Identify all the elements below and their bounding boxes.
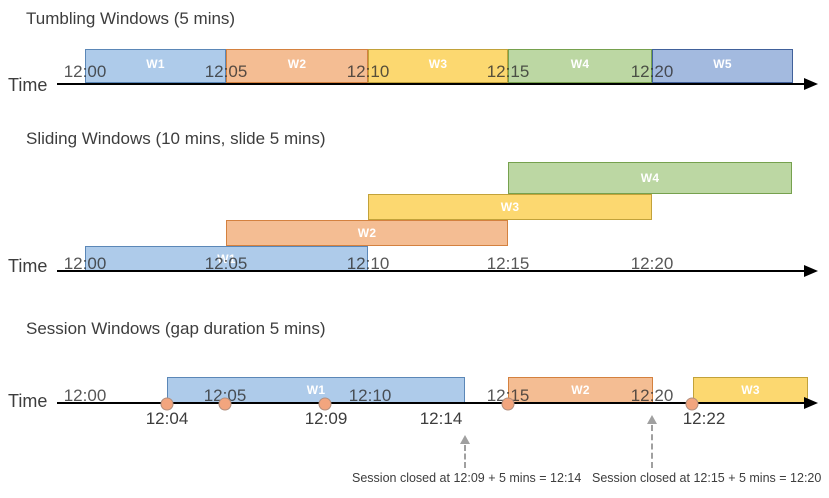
sliding-axis-arrowhead-icon bbox=[804, 265, 818, 277]
session-close-arrow-icon bbox=[647, 415, 657, 424]
tick-label: 12:20 bbox=[630, 386, 674, 405]
sliding-time-axis-label: Time bbox=[8, 256, 48, 276]
tick-label: 12:15 bbox=[486, 254, 530, 273]
tick-label: 12:10 bbox=[346, 254, 390, 273]
session-window-w3: W3 bbox=[693, 377, 808, 403]
window-label: W2 bbox=[571, 383, 590, 397]
event-dot bbox=[218, 397, 232, 411]
tumbling-window-w3: W3 bbox=[368, 49, 508, 83]
session-timeline bbox=[57, 402, 806, 404]
sliding-window-w2: W2 bbox=[226, 220, 508, 246]
tumbling-title: Tumbling Windows (5 mins) bbox=[26, 9, 236, 28]
session-close-arrow-line bbox=[464, 445, 466, 468]
window-label: W4 bbox=[570, 57, 590, 71]
window-label: W5 bbox=[713, 57, 732, 71]
tumbling-time-axis-label: Time bbox=[8, 75, 48, 95]
tick-label: 12:00 bbox=[63, 254, 107, 273]
session-axis-arrowhead-icon bbox=[804, 397, 818, 409]
tumbling-axis-arrowhead-icon bbox=[804, 78, 818, 90]
event-dot bbox=[160, 397, 174, 411]
tick-label: 12:10 bbox=[348, 386, 392, 405]
sliding-timeline bbox=[57, 270, 806, 272]
event-dot bbox=[318, 397, 332, 411]
sliding-window-w1: W1 bbox=[85, 246, 368, 271]
event-time-label: 12:14 bbox=[419, 409, 463, 428]
tick-label: 12:20 bbox=[630, 62, 674, 81]
window-label: W1 bbox=[306, 383, 326, 397]
event-time-label: 12:09 bbox=[304, 409, 348, 428]
sliding-window-w3: W3 bbox=[368, 194, 652, 220]
window-label: W3 bbox=[428, 57, 448, 71]
window-label: W2 bbox=[357, 226, 377, 240]
event-time-label: 12:04 bbox=[145, 409, 189, 428]
session-title: Session Windows (gap duration 5 mins) bbox=[26, 319, 326, 338]
window-label: W1 bbox=[146, 57, 165, 71]
tick-label: 12:15 bbox=[486, 386, 530, 405]
sliding-title: Sliding Windows (10 mins, slide 5 mins) bbox=[26, 129, 326, 148]
tick-label: 12:20 bbox=[630, 254, 674, 273]
window-label: W3 bbox=[500, 200, 520, 214]
sliding-window-w4: W4 bbox=[508, 162, 792, 194]
tumbling-window-w2: W2 bbox=[226, 49, 368, 83]
tick-label: 12:05 bbox=[203, 386, 247, 405]
window-label: W2 bbox=[287, 57, 307, 71]
event-dot bbox=[685, 397, 699, 411]
tumbling-timeline bbox=[57, 83, 806, 85]
event-dot bbox=[501, 397, 515, 411]
tick-label: 12:10 bbox=[346, 62, 390, 81]
session-close-annotation: Session closed at 12:15 + 5 mins = 12:20 bbox=[592, 471, 822, 485]
session-window-w2: W2 bbox=[508, 377, 653, 403]
window-label: W3 bbox=[741, 383, 760, 397]
tumbling-window-w4: W4 bbox=[508, 49, 652, 83]
tick-label: 12:15 bbox=[486, 62, 530, 81]
tumbling-window-w5: W5 bbox=[652, 49, 793, 83]
session-close-annotation: Session closed at 12:09 + 5 mins = 12:14 bbox=[352, 471, 582, 485]
session-time-axis-label: Time bbox=[8, 391, 48, 411]
tick-label: 12:05 bbox=[204, 254, 248, 273]
tick-label: 12:00 bbox=[63, 386, 107, 405]
tumbling-window-w1: W1 bbox=[85, 49, 226, 83]
event-time-label: 12:22 bbox=[682, 409, 726, 428]
session-close-arrow-line bbox=[651, 425, 653, 468]
session-window-w1: W1 bbox=[167, 377, 465, 403]
tick-label: 12:00 bbox=[63, 62, 107, 81]
window-label: W1 bbox=[217, 251, 236, 266]
window-label: W4 bbox=[640, 171, 660, 185]
session-close-arrow-icon bbox=[460, 435, 470, 444]
tick-label: 12:05 bbox=[204, 62, 248, 81]
